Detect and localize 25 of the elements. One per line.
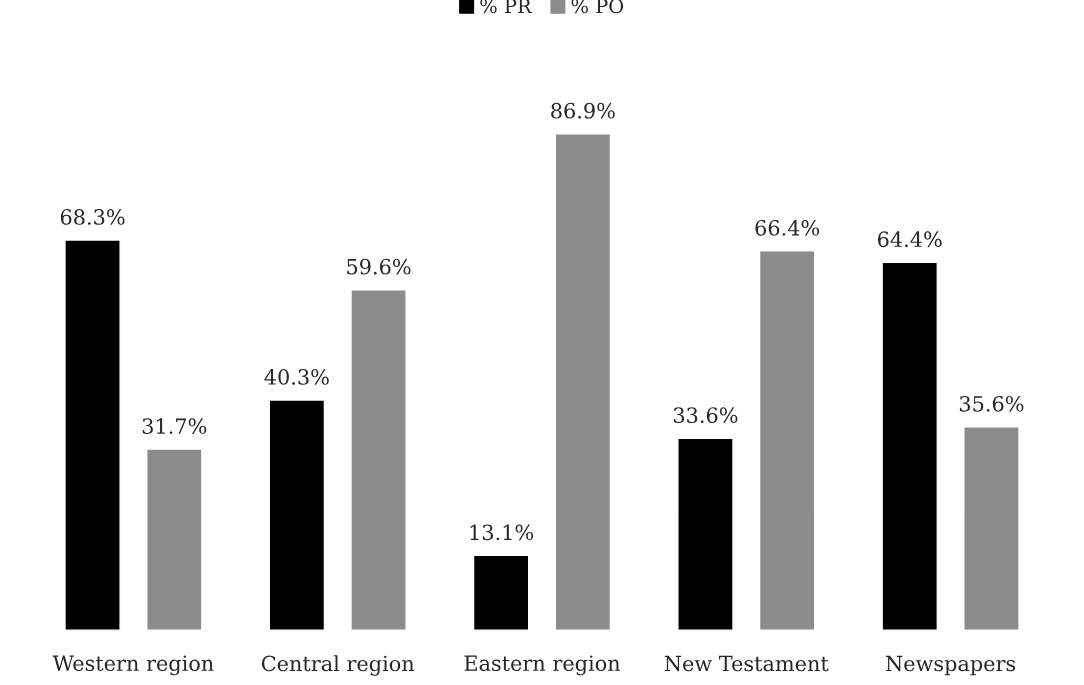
data-label: 64.4% <box>878 231 942 248</box>
x-tick-label: Central region <box>261 655 415 676</box>
data-label: 86.9% <box>551 102 615 119</box>
x-tick-label: Western region <box>52 655 214 676</box>
bar <box>268 399 326 631</box>
data-label: 33.6% <box>673 407 738 424</box>
data-label: 35.6% <box>959 395 1024 412</box>
bar <box>881 261 939 631</box>
x-tick-label: New Testament <box>664 655 829 672</box>
bar <box>554 133 612 631</box>
data-label: 66.4% <box>755 219 820 236</box>
bar <box>64 239 121 631</box>
x-tick-label: Eastern region <box>464 655 621 676</box>
bar <box>963 426 1020 631</box>
x-tick-label: Newspapers <box>886 655 1016 676</box>
data-label: 40.3% <box>264 369 329 385</box>
bar <box>677 437 734 631</box>
data-label: 68.3% <box>60 209 125 225</box>
bar <box>758 250 816 631</box>
data-label: 13.1% <box>470 524 534 541</box>
bar <box>145 448 203 631</box>
data-label: 31.7% <box>142 418 207 434</box>
data-label: 59.6% <box>347 258 411 275</box>
bar <box>472 554 530 631</box>
bar <box>350 289 407 631</box>
